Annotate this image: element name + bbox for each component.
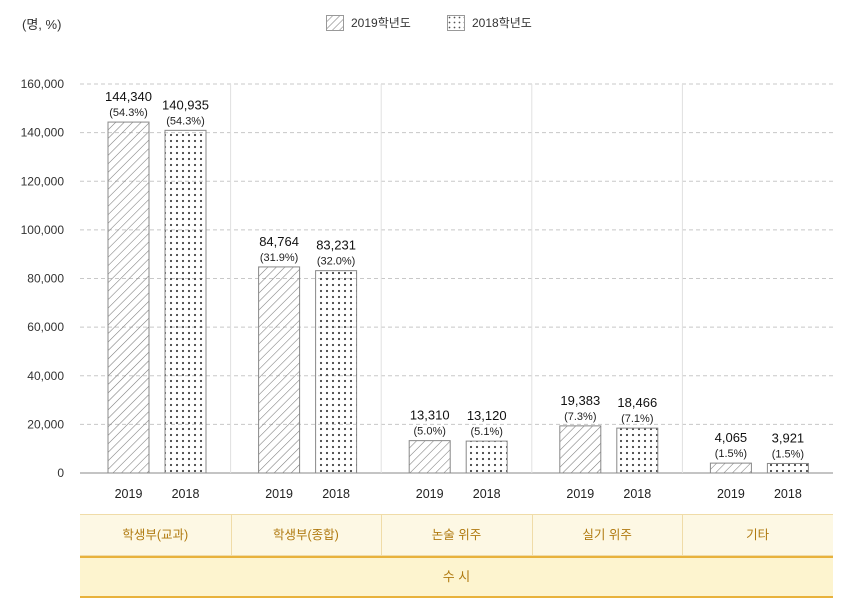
- x-tick-label: 2019: [717, 487, 745, 501]
- bar-percent-label: (54.3%): [109, 107, 148, 119]
- bar-value-label: 3,921: [772, 430, 805, 445]
- x-tick-label: 2018: [322, 487, 350, 501]
- x-tick-label: 2019: [265, 487, 293, 501]
- bar-percent-label: (32.0%): [317, 256, 356, 268]
- bar: [465, 440, 508, 474]
- category-label: 학생부(종합): [272, 528, 339, 542]
- bar: [164, 129, 207, 474]
- bar: [258, 266, 301, 474]
- y-tick-label: 0: [57, 466, 64, 480]
- y-tick-label: 120,000: [21, 174, 65, 188]
- category-separator: [381, 515, 383, 555]
- legend-label-2019: 2019학년도: [351, 16, 411, 30]
- dots-swatch-icon: [447, 14, 465, 31]
- y-tick-label: 60,000: [27, 320, 64, 334]
- label-layer: 0 20,000 40,000 60,000 80,000 100,000 120,000 1…: [21, 77, 805, 501]
- legend-label-2018: 2018학년도: [472, 16, 532, 30]
- x-tick-label: 2019: [416, 487, 444, 501]
- bar-percent-label: (1.5%): [715, 448, 747, 460]
- bar-value-label: 140,935: [162, 97, 209, 112]
- bar-value-label: 83,231: [316, 238, 356, 253]
- category-separator: [531, 515, 533, 555]
- x-tick-label: 2019: [115, 487, 143, 501]
- category-separator: [682, 515, 684, 555]
- category-label: 실기 위주: [582, 528, 632, 542]
- bar: [107, 121, 150, 474]
- bar-value-label: 13,120: [467, 408, 507, 423]
- bar-percent-label: (54.3%): [166, 115, 205, 127]
- y-tick-label: 100,000: [21, 223, 65, 237]
- bar-value-label: 13,310: [410, 408, 450, 423]
- unit-label: (명, %): [22, 17, 62, 32]
- bar: [616, 427, 659, 474]
- y-tick-label: 20,000: [27, 417, 64, 431]
- x-tick-label: 2019: [566, 487, 594, 501]
- y-tick-label: 80,000: [27, 272, 64, 286]
- bar: [559, 425, 602, 474]
- y-tick-label: 160,000: [21, 77, 65, 91]
- bar-percent-label: (1.5%): [772, 448, 804, 460]
- bar: [408, 440, 451, 474]
- y-tick-label: 140,000: [21, 126, 65, 140]
- bar: [709, 462, 752, 474]
- bar-percent-label: (5.1%): [470, 426, 502, 438]
- bar-percent-label: (7.3%): [564, 411, 596, 423]
- category-label: 논술 위주: [431, 528, 482, 542]
- category-separator: [230, 515, 232, 555]
- bar-value-label: 144,340: [105, 89, 152, 104]
- category-label: 학생부(교과): [122, 528, 189, 542]
- bar-layer: [107, 121, 809, 474]
- category-band: 학생부(교과) 학생부(종합) 논술 위주 실기 위주 기타: [80, 514, 833, 556]
- y-tick-label: 40,000: [27, 369, 64, 383]
- hatch-swatch-icon: [326, 14, 344, 31]
- bar: [766, 462, 809, 474]
- group-band: 수 시: [80, 556, 833, 598]
- bar-value-label: 19,383: [560, 393, 600, 408]
- x-tick-label: 2018: [473, 487, 501, 501]
- x-tick-label: 2018: [623, 487, 651, 501]
- bar-percent-label: (5.0%): [413, 426, 445, 438]
- bar-value-label: 84,764: [259, 234, 299, 249]
- bar: [315, 270, 358, 474]
- x-tick-label: 2018: [774, 487, 802, 501]
- bar-value-label: 18,466: [617, 395, 657, 410]
- x-tick-label: 2018: [172, 487, 200, 501]
- bar-percent-label: (31.9%): [260, 252, 299, 264]
- legend-item-2018: 2018학년도: [447, 14, 532, 31]
- bar-value-label: 4,065: [715, 430, 748, 445]
- legend-item-2019: 2019학년도: [326, 14, 411, 31]
- category-label: 기타: [746, 528, 770, 542]
- bar-percent-label: (7.1%): [621, 413, 653, 425]
